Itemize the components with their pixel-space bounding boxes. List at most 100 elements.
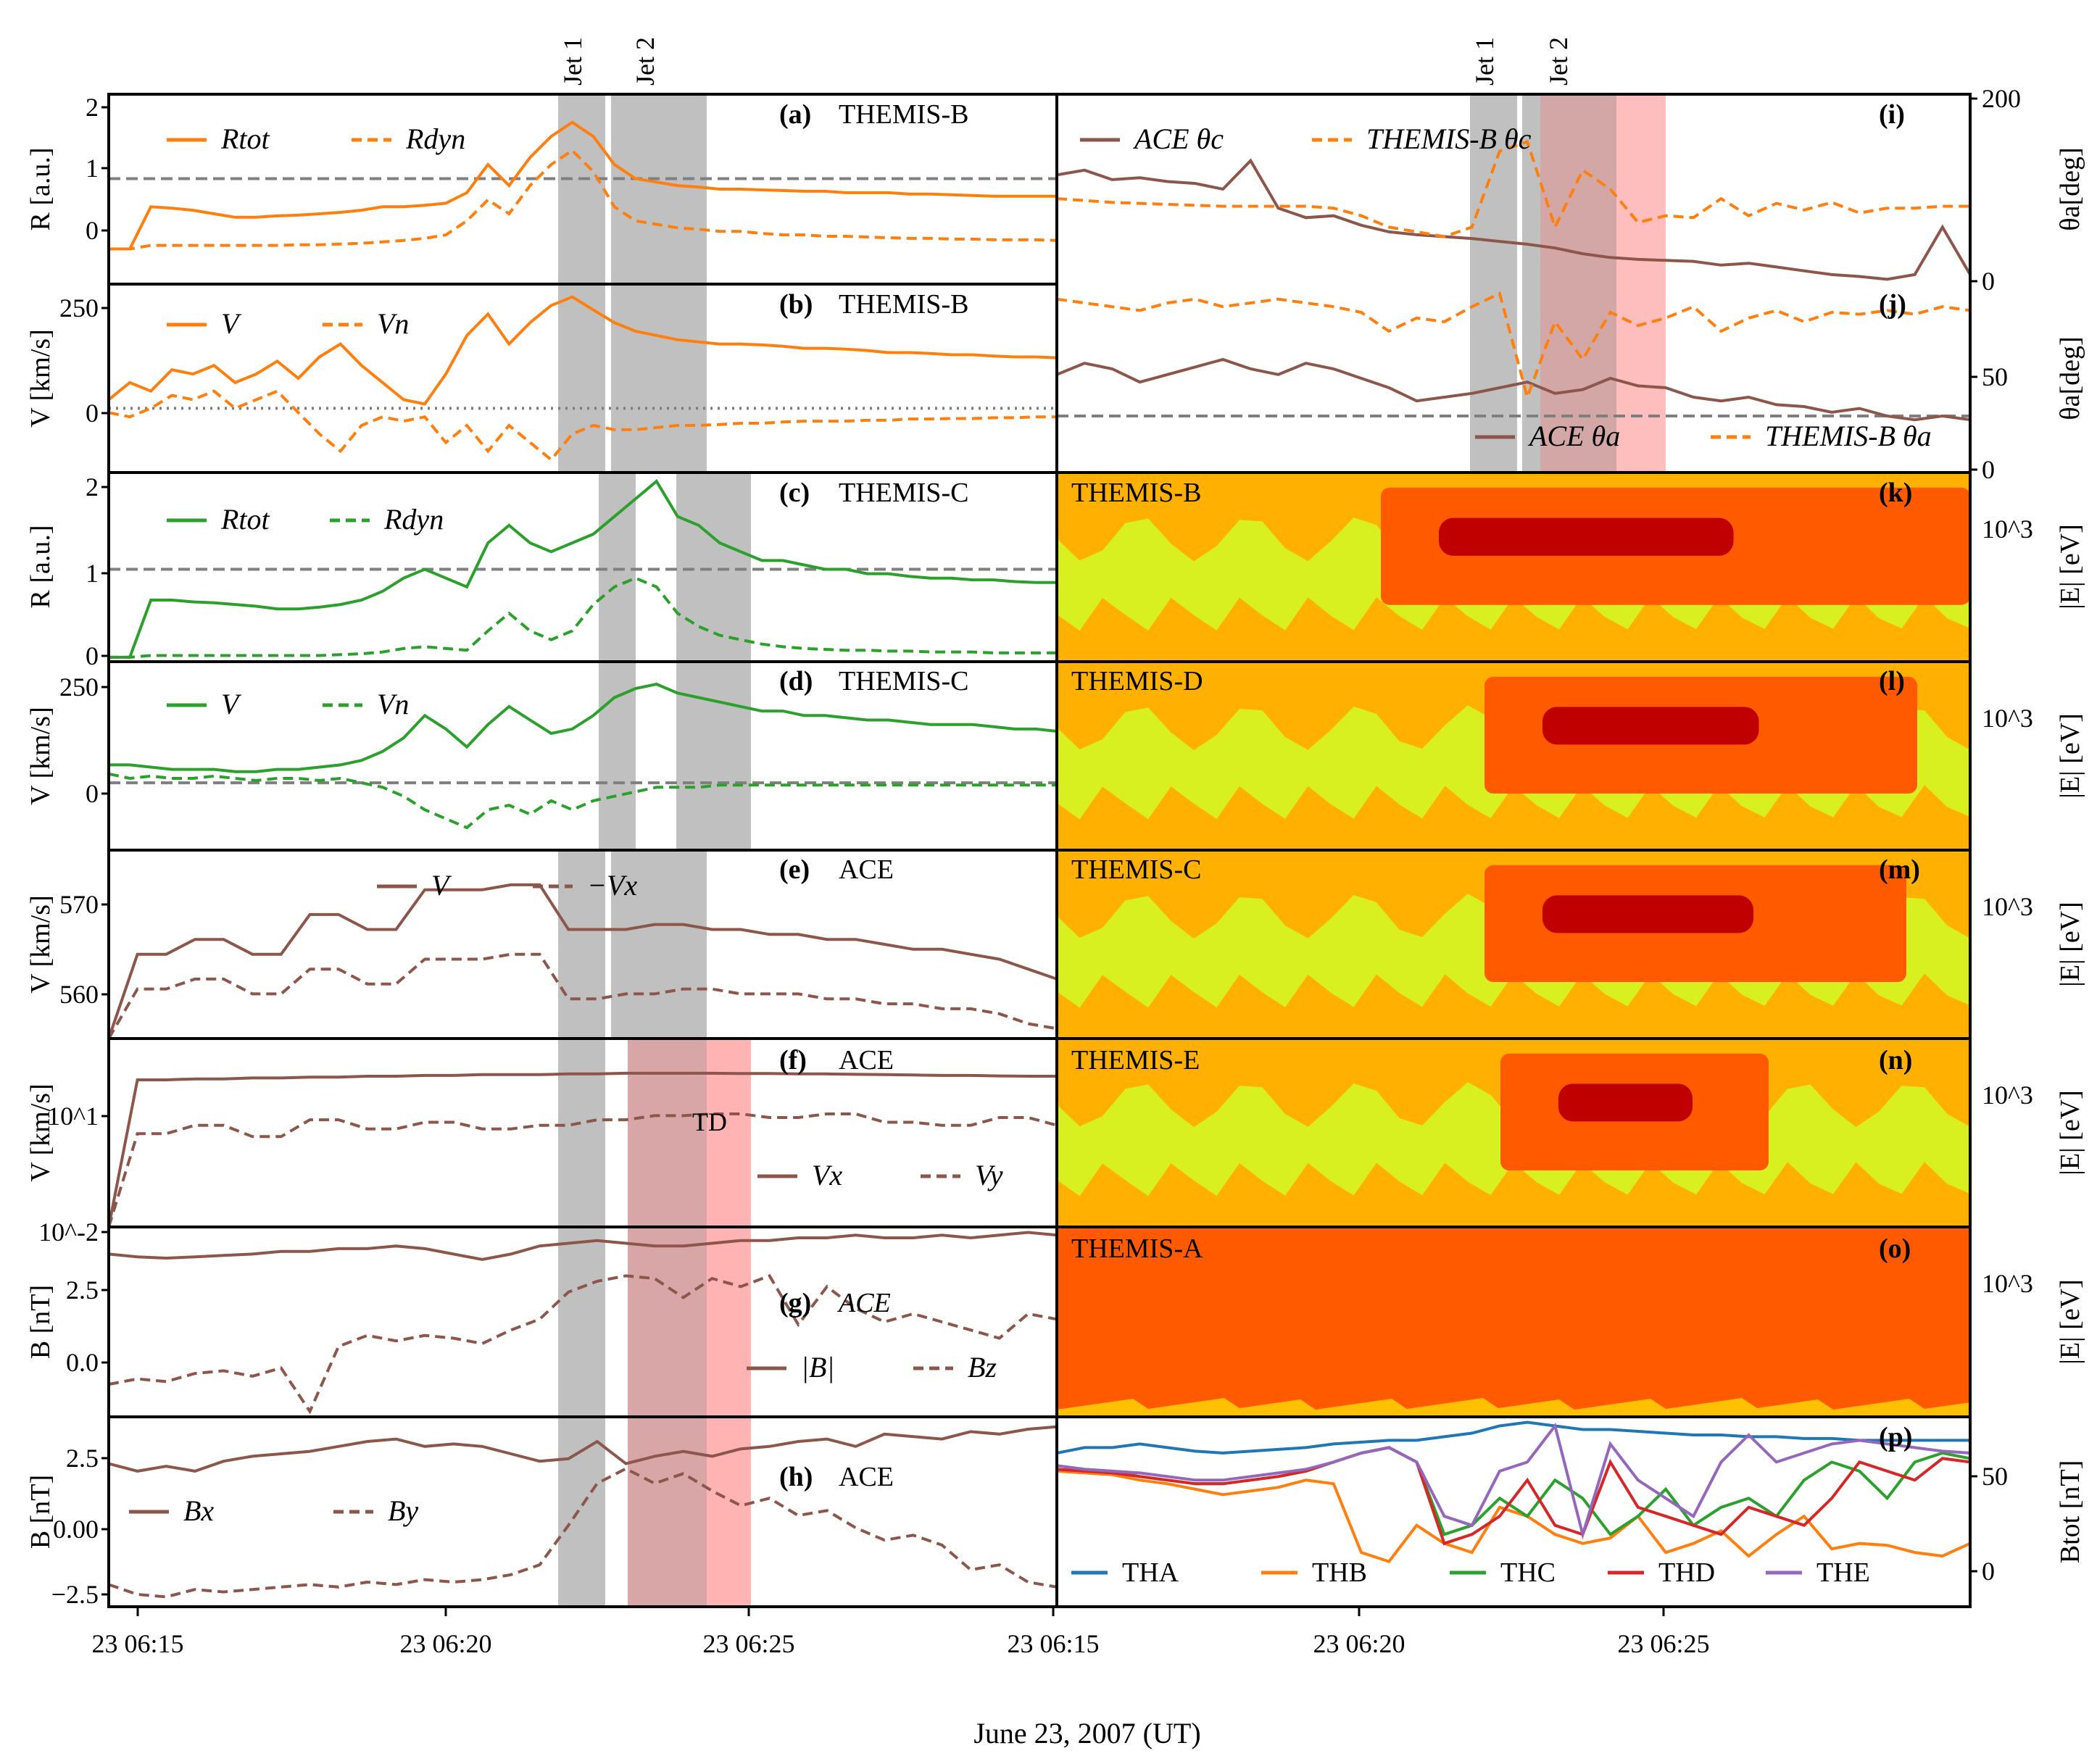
panel-a <box>109 120 1058 251</box>
ytick-p-0: 50 <box>1982 1462 2008 1491</box>
ytick-o: 10^3 <box>1982 1269 2033 1298</box>
ytick-h-1: 0.00 <box>53 1515 99 1544</box>
xtick-right-0: 23 06:15 <box>1007 1629 1099 1658</box>
spectrogram-l <box>1057 662 1970 850</box>
panel-tag-j: (j) <box>1879 289 1906 320</box>
ytick-a-2: 0 <box>86 216 99 245</box>
legend-label-d-0: V <box>221 688 242 720</box>
legend-label-h-0: Bx <box>183 1494 214 1527</box>
panel-tag-b: (b) <box>779 289 813 320</box>
ytick-e-0: 570 <box>59 890 99 919</box>
ylabel-c: R [a.u.] <box>25 525 56 608</box>
ytick-h-0: 2.5 <box>66 1444 99 1473</box>
legend-label-b-1: Vn <box>377 307 409 340</box>
series-p-thb <box>1056 1469 1971 1563</box>
legend-label-i-0: ACE θc <box>1132 122 1224 155</box>
panel-tag-e: (e) <box>779 854 810 885</box>
panel-tag-k: (k) <box>1879 478 1912 508</box>
ytick-l: 10^3 <box>1982 704 2033 733</box>
panel-title-l: THEMIS-D <box>1071 666 1203 696</box>
jet2-shade-ace <box>611 850 707 1039</box>
ylabel-b: V [km/s] <box>25 329 56 427</box>
series-g-bz <box>108 1273 1058 1415</box>
xtick-left-0: 23 06:15 <box>91 1629 183 1658</box>
panel-tag-o: (o) <box>1879 1233 1911 1264</box>
panel-p <box>1056 1420 1971 1563</box>
spec-orange-low-n <box>1057 1162 1970 1227</box>
legend-label-a-1: Rdyn <box>405 122 465 155</box>
ytick-j-1: 0 <box>1982 455 1995 484</box>
panel-e <box>107 883 1058 1040</box>
ytick-f-0: 10^1 <box>47 1102 99 1131</box>
panel-tag-a: (a) <box>779 99 811 130</box>
ylabel-l: |E| [eV] <box>2055 713 2085 799</box>
panel-title-f: ACE <box>839 1045 894 1076</box>
xtick-right-1: 23 06:20 <box>1313 1629 1405 1658</box>
legend-label-f-1: Vy <box>975 1159 1003 1191</box>
legend-label-j-0: ACE θa <box>1527 420 1620 452</box>
series-a-rtot <box>109 120 1057 251</box>
spec-peak-n <box>1558 1083 1693 1122</box>
panel-tag-p: (p) <box>1879 1422 1912 1452</box>
panel-title-a: THEMIS-B <box>839 99 968 130</box>
ytick-i-0: 200 <box>1982 84 2021 113</box>
panel-title-m: THEMIS-C <box>1071 854 1201 885</box>
xtick-right-2: 23 06:25 <box>1617 1629 1709 1658</box>
ylabel-k: |E| [eV] <box>2055 524 2085 610</box>
ylabel-m: |E| [eV] <box>2055 902 2085 987</box>
ytick-k: 10^3 <box>1982 515 2033 544</box>
panel-tag-i: (i) <box>1879 99 1905 130</box>
legend-label-h-1: By <box>388 1494 418 1527</box>
series-b-v <box>107 295 1058 406</box>
legend-label-p-2: THC <box>1500 1557 1556 1588</box>
ytick-g-0: 2.5 <box>66 1276 99 1305</box>
ylabel-a: R [a.u.] <box>25 147 56 230</box>
series-e-vx <box>107 952 1058 1040</box>
panel-tag-n: (n) <box>1879 1045 1912 1076</box>
legend-label-p-1: THB <box>1312 1557 1367 1588</box>
series-b-vn <box>108 389 1057 462</box>
panel-title-e: ACE <box>839 854 894 885</box>
series-c-rdyn <box>109 576 1057 659</box>
panel-title-o: THEMIS-A <box>1071 1233 1203 1264</box>
ylabel-p: Btot [nT] <box>2055 1460 2085 1563</box>
ytick-d-0: 250 <box>59 673 99 702</box>
legend-label-d-1: Vn <box>377 688 409 720</box>
ytick-a-1: 1 <box>86 154 99 183</box>
series-i-themisbthetac <box>1056 139 1970 238</box>
spec-orange-low-l <box>1057 785 1970 850</box>
ytick-j-0: 50 <box>1982 362 2008 391</box>
panel-tag-h: (h) <box>779 1462 813 1492</box>
jet1-label-right: Jet 1 <box>1470 37 1499 86</box>
series-i-acethetac <box>1056 158 1972 281</box>
spec-core-o <box>1057 1227 1970 1417</box>
panel-title-k: THEMIS-B <box>1071 478 1201 508</box>
spectrogram-m <box>1057 850 1970 1039</box>
panel-tag-d: (d) <box>779 666 813 696</box>
panel-c <box>109 479 1057 659</box>
ylabel-d: V [km/s] <box>25 707 56 804</box>
spectrogram-o <box>1057 1227 1970 1417</box>
legend-label-e-1: −Vx <box>587 869 637 902</box>
series-c-rtot <box>109 479 1057 659</box>
spectrogram-n <box>1057 1039 1970 1227</box>
ytick-c-0: 2 <box>86 473 99 502</box>
series-h-by <box>108 1467 1058 1599</box>
legend-label-p-0: THA <box>1122 1557 1179 1588</box>
xtick-left-2: 23 06:25 <box>702 1629 794 1658</box>
ytick-d-1: 0 <box>86 779 99 808</box>
series-p-thd <box>1056 1446 1971 1546</box>
series-e-v <box>107 883 1058 1039</box>
panel-d <box>108 682 1058 830</box>
panel-title-d: THEMIS-C <box>839 666 968 696</box>
legend-label-g-1: Bz <box>968 1351 997 1384</box>
panel-title-c: THEMIS-C <box>839 478 968 508</box>
panel-title-g: ACE <box>836 1288 891 1318</box>
spec-orange-low-m <box>1057 973 1970 1039</box>
td-jet-overlap-shade <box>628 1039 707 1607</box>
legend-label-b-0: V <box>221 307 242 340</box>
panel-tag-f: (f) <box>779 1045 807 1076</box>
ytick-b-0: 250 <box>59 294 99 323</box>
panel-title-n: THEMIS-E <box>1071 1045 1200 1076</box>
panel-j <box>1056 291 1971 422</box>
